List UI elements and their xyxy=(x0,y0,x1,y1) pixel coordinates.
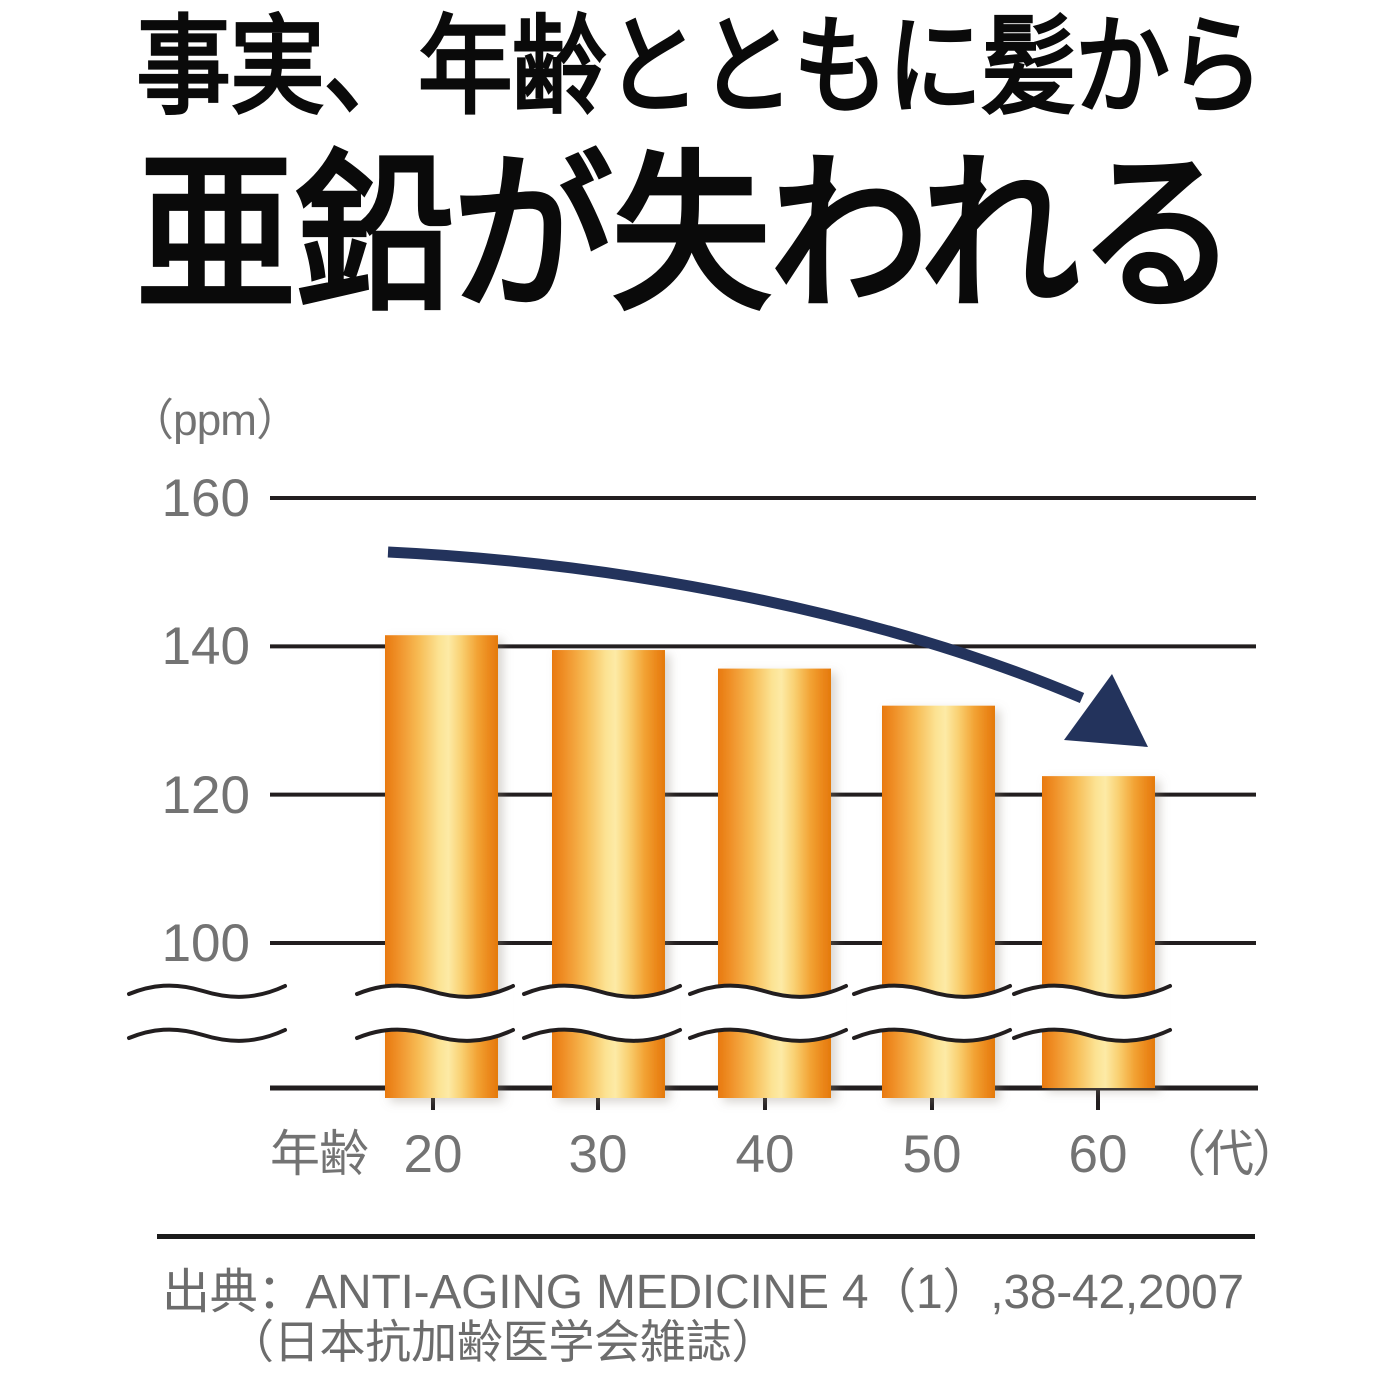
axis-break-wave xyxy=(127,983,287,999)
bar-break-wave xyxy=(688,983,848,999)
bar-break-wave xyxy=(688,1027,848,1043)
title-line-2: 亜鉛が失われる xyxy=(136,139,1238,331)
y-tick-label: 120 xyxy=(161,765,250,825)
plot-area xyxy=(127,496,1258,1110)
bar-break-mask xyxy=(1014,985,1170,1041)
x-tick-label: 60 xyxy=(1068,1125,1128,1184)
bar-break-wave xyxy=(1012,1027,1172,1043)
x-tick-label: 30 xyxy=(568,1125,628,1184)
y-tick-label: 160 xyxy=(161,469,250,528)
bar-break-mask xyxy=(357,985,513,1041)
source-divider-rule xyxy=(157,1234,1255,1239)
decline-arrow-head xyxy=(1064,674,1148,747)
bar-break-wave xyxy=(852,983,1012,999)
y-tick-label: 100 xyxy=(161,914,250,973)
bar-break-wave xyxy=(522,983,682,999)
x-axis-suffix-label: （代） xyxy=(1156,1126,1302,1182)
decline-arrow-shaft xyxy=(387,546,1085,704)
y-tick-label: 140 xyxy=(161,617,250,677)
x-tick-label: 40 xyxy=(735,1125,795,1184)
bar-break-wave xyxy=(355,1027,515,1043)
source-citation-line-2: （日本抗加齢医学会雑誌） xyxy=(228,1316,778,1368)
bar-break-wave xyxy=(522,1027,682,1043)
axis-break-wave xyxy=(127,1027,287,1043)
bar-break-mask xyxy=(854,985,1010,1041)
title-line-1: 事実、年齢とともに髪から xyxy=(136,6,1264,127)
bar-break-mask xyxy=(524,985,680,1041)
bar-break-wave xyxy=(852,1027,1012,1043)
bar-break-wave xyxy=(355,983,515,999)
x-tick-label: 50 xyxy=(902,1125,962,1184)
bar-break-wave xyxy=(1012,983,1172,999)
y-axis-unit-label: （ppm） xyxy=(130,396,300,445)
source-citation-line-1: 出典：ANTI-AGING MEDICINE 4（1）,38-42,2007 xyxy=(162,1266,1244,1319)
bar-break-mask xyxy=(690,985,846,1041)
x-tick-label: 20 xyxy=(403,1125,463,1184)
x-axis-prefix-label: 年齢 xyxy=(270,1126,369,1182)
